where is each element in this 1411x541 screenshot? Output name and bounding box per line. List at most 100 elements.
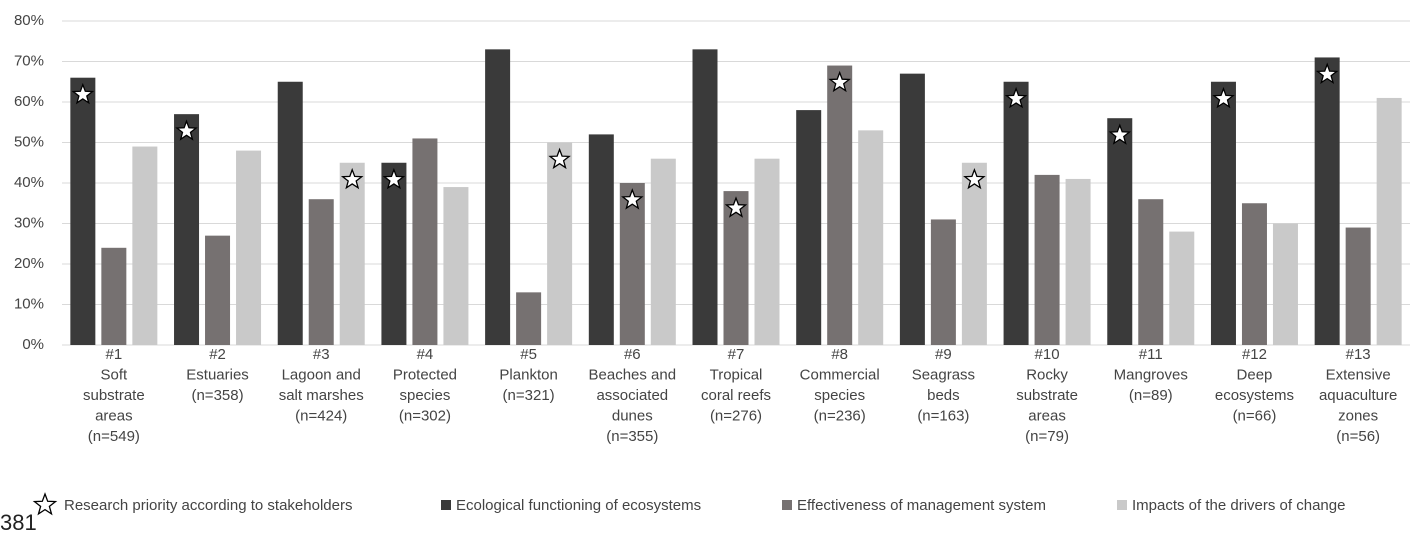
x-tick-label: areas — [1028, 407, 1066, 424]
priority-star — [548, 147, 571, 170]
x-tick-label: (n=79) — [1025, 428, 1069, 445]
bar — [339, 162, 365, 345]
x-tick-label: Extensive — [1326, 366, 1391, 383]
x-tick-label: #7 — [728, 346, 745, 363]
y-tick-label: 40% — [14, 174, 44, 191]
x-tick-label: #6 — [624, 346, 641, 363]
bar — [1034, 174, 1060, 345]
x-tick-label: Estuaries — [186, 366, 249, 383]
bar — [277, 81, 303, 345]
x-tick-label: #1 — [106, 346, 123, 363]
x-tick-label: associated — [596, 387, 668, 404]
bar — [692, 49, 718, 345]
priority-star — [828, 70, 851, 93]
x-tick-label: (n=424) — [295, 407, 347, 424]
x-tick-label: #12 — [1242, 346, 1267, 363]
bar — [381, 162, 407, 345]
bar — [412, 138, 438, 345]
x-tick-label: #3 — [313, 346, 330, 363]
y-tick-label: 80% — [14, 12, 44, 29]
x-tick-label: #10 — [1035, 346, 1060, 363]
x-tick-label: (n=236) — [814, 407, 866, 424]
legend-label: Effectiveness of management system — [797, 497, 1046, 514]
legend-swatch — [441, 500, 451, 510]
bar — [1241, 203, 1267, 345]
priority-star — [1315, 62, 1339, 85]
x-tick-label: (n=56) — [1336, 428, 1380, 445]
bar — [619, 183, 645, 345]
x-tick-label: zones — [1338, 407, 1378, 424]
bar — [101, 247, 127, 345]
priority-star — [340, 167, 364, 190]
priority-star — [382, 167, 406, 190]
legend-swatch — [782, 500, 792, 510]
bar — [723, 191, 749, 345]
bar — [236, 150, 262, 345]
x-tick-label: beds — [927, 387, 960, 404]
x-tick-label: aquaculture — [1319, 387, 1397, 404]
priority-star — [621, 188, 644, 210]
priority-star — [963, 167, 986, 190]
bar — [1376, 97, 1402, 345]
bar — [205, 235, 231, 345]
x-tick-label: Protected — [393, 366, 457, 383]
priority-star — [1004, 86, 1028, 109]
x-tick-label: #5 — [520, 346, 537, 363]
legend-label: Research priority according to stakehold… — [64, 497, 352, 514]
x-tick-label: Rocky — [1026, 366, 1068, 383]
x-tick-label: (n=66) — [1233, 407, 1277, 424]
bar — [1065, 178, 1091, 345]
x-tick-label: Seagrass — [912, 366, 975, 383]
bar — [796, 110, 822, 345]
y-tick-label: 70% — [14, 52, 44, 69]
x-tick-label: species — [814, 387, 865, 404]
bar — [588, 134, 614, 345]
legend-label: Ecological functioning of ecosystems — [456, 497, 701, 514]
x-tick-label: Deep — [1237, 366, 1273, 383]
bar — [899, 73, 925, 346]
x-tick-label: #13 — [1346, 346, 1371, 363]
bar — [70, 77, 96, 345]
x-tick-label: (n=163) — [917, 407, 969, 424]
legend-label: Impacts of the drivers of change — [1132, 497, 1345, 514]
x-tick-label: #8 — [831, 346, 848, 363]
x-tick-label: Mangroves — [1114, 366, 1188, 383]
bar — [1314, 57, 1340, 345]
y-tick-label: 30% — [14, 214, 44, 231]
x-tick-label: (n=276) — [710, 407, 762, 424]
bar — [308, 199, 334, 345]
x-tick-label: Plankton — [499, 366, 557, 383]
bar — [174, 114, 200, 346]
x-tick-label: #11 — [1139, 346, 1163, 363]
bar — [443, 187, 469, 345]
y-tick-label: 0% — [22, 336, 44, 353]
x-tick-label: (n=302) — [399, 407, 451, 424]
y-tick-label: 20% — [14, 255, 44, 272]
bar — [516, 292, 542, 345]
x-tick-label: dunes — [612, 407, 653, 424]
y-tick-label: 50% — [14, 133, 44, 150]
bar — [754, 158, 780, 345]
priority-star — [724, 196, 748, 218]
bar — [961, 162, 987, 345]
x-tick-label: #9 — [935, 346, 952, 363]
bar — [1169, 231, 1195, 345]
bar — [1345, 227, 1371, 345]
priority-star — [175, 119, 198, 141]
x-tick-label: (n=355) — [606, 428, 658, 445]
x-tick-label: Tropical — [710, 366, 763, 383]
priority-star — [71, 82, 95, 105]
x-tick-label: #2 — [209, 346, 226, 363]
priority-star — [1108, 123, 1132, 145]
bar — [1138, 199, 1164, 345]
legend-swatch — [1117, 500, 1127, 510]
bar — [547, 142, 573, 345]
x-tick-label: Soft — [101, 366, 129, 383]
y-tick-label: 60% — [14, 93, 44, 110]
bar — [485, 49, 511, 345]
bar — [1003, 81, 1029, 345]
x-tick-label: substrate — [83, 387, 145, 404]
x-tick-label: Lagoon and — [282, 366, 361, 383]
